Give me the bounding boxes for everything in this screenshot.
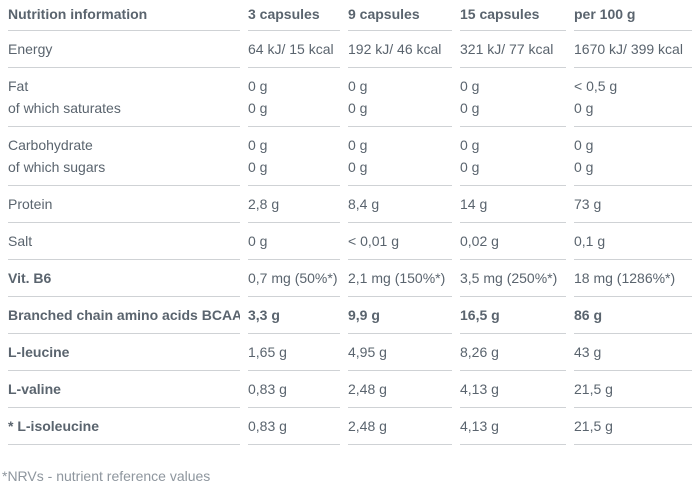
table-header-row: Nutrition information 3 capsules 9 capsu… [8, 0, 692, 31]
row-value: 0 g [460, 156, 566, 186]
row-value: 4,95 g [348, 334, 452, 371]
row-value: 0,02 g [460, 223, 566, 260]
row-value: 0 g [248, 223, 340, 260]
row-value: 0 g [348, 97, 452, 127]
table-row: of which saturates 0 g 0 g 0 g 0 g [8, 97, 692, 127]
table-row: Fat 0 g 0 g 0 g < 0,5 g [8, 68, 692, 97]
table-row: Salt 0 g < 0,01 g 0,02 g 0,1 g [8, 223, 692, 260]
row-value: 0 g [248, 78, 268, 94]
row-value: 0 g [348, 156, 452, 186]
table-row: Branched chain amino acids BCAA 3,3 g 9,9 … [8, 297, 692, 334]
row-value: 0 g [460, 97, 566, 127]
row-label: Energy [8, 31, 240, 68]
row-value: 21,5 g [574, 408, 692, 445]
row-value: 8,26 g [460, 334, 566, 371]
nutrition-table: Nutrition information 3 capsules 9 capsu… [8, 0, 692, 445]
row-value: 9,9 g [348, 297, 452, 334]
row-value: 321 kJ/ 77 kcal [460, 31, 566, 68]
row-value: 0 g [574, 156, 692, 186]
row-label: of which saturates [8, 97, 240, 127]
row-value: < 0,5 g [574, 78, 618, 94]
row-label: L-leucine [8, 334, 240, 371]
row-value: 73 g [574, 186, 692, 223]
row-value: 0,1 g [574, 223, 692, 260]
row-value: 0 g [348, 137, 368, 153]
table-row: Protein 2,8 g 8,4 g 14 g 73 g [8, 186, 692, 223]
row-value: 0,7 mg (50%*) [248, 260, 340, 297]
table-row: Vit. B6 0,7 mg (50%*) 2,1 mg (150%*) 3,5 mg… [8, 260, 692, 297]
row-label: of which sugars [8, 156, 240, 186]
row-value: 0 g [248, 97, 340, 127]
row-value: 2,1 mg (150%*) [348, 260, 452, 297]
row-value: 3,3 g [248, 297, 340, 334]
row-value: 86 g [574, 297, 692, 334]
column-header-9-capsules: 9 capsules [348, 0, 452, 31]
row-value: 4,13 g [460, 408, 566, 445]
table-row: of which sugars 0 g 0 g 0 g 0 g [8, 156, 692, 186]
row-label: L-valine [8, 371, 240, 408]
row-value: 4,13 g [460, 371, 566, 408]
row-value: 64 kJ/ 15 kcal [248, 31, 340, 68]
row-value: 8,4 g [348, 186, 452, 223]
row-value: 0 g [248, 137, 268, 153]
row-label: Carbohydrate [8, 137, 93, 153]
row-value: 192 kJ/ 46 kcal [348, 31, 452, 68]
table-row: * L-isoleucine 0,83 g 2,48 g 4,13 g 21,5 g [8, 408, 692, 445]
row-value: 2,8 g [248, 186, 340, 223]
row-value: 18 mg (1286%*) [574, 260, 692, 297]
row-label: Salt [8, 223, 240, 260]
row-label: Vit. B6 [8, 260, 240, 297]
row-value: 2,48 g [348, 371, 452, 408]
table-body: Energy 64 kJ/ 15 kcal 192 kJ/ 46 kcal 321 k… [8, 31, 692, 445]
table-row: Energy 64 kJ/ 15 kcal 192 kJ/ 46 kcal 321 k… [8, 31, 692, 68]
row-value: 0 g [574, 97, 692, 127]
row-label: Protein [8, 186, 240, 223]
row-value: 0 g [348, 78, 368, 94]
row-value: 21,5 g [574, 371, 692, 408]
column-header-15-capsules: 15 capsules [460, 0, 566, 31]
row-value: 0 g [460, 78, 480, 94]
row-value: 1,65 g [248, 334, 340, 371]
table-row: Carbohydrate 0 g 0 g 0 g 0 g [8, 127, 692, 156]
column-header-3-capsules: 3 capsules [248, 0, 340, 31]
row-value: 14 g [460, 186, 566, 223]
row-value: 0 g [460, 137, 480, 153]
row-label: Branched chain amino acids BCAA [8, 297, 240, 334]
table-row: L-valine 0,83 g 2,48 g 4,13 g 21,5 g [8, 371, 692, 408]
row-label: * L-isoleucine [8, 408, 240, 445]
column-header-nutrition-information: Nutrition information [8, 0, 240, 31]
row-label: Fat [8, 78, 29, 94]
row-value: 0,83 g [248, 408, 340, 445]
row-value: 2,48 g [348, 408, 452, 445]
column-header-per-100g: per 100 g [574, 0, 692, 31]
row-value: 43 g [574, 334, 692, 371]
footnote-text: *NRVs - nutrient reference values [2, 468, 211, 484]
row-value: 3,5 mg (250%*) [460, 260, 566, 297]
row-value: 0 g [248, 156, 340, 186]
row-value: < 0,01 g [348, 223, 452, 260]
row-value: 0 g [574, 137, 594, 153]
row-value: 16,5 g [460, 297, 566, 334]
row-value: 1670 kJ/ 399 kcal [574, 31, 692, 68]
table-row: L-leucine 1,65 g 4,95 g 8,26 g 43 g [8, 334, 692, 371]
row-value: 0,83 g [248, 371, 340, 408]
